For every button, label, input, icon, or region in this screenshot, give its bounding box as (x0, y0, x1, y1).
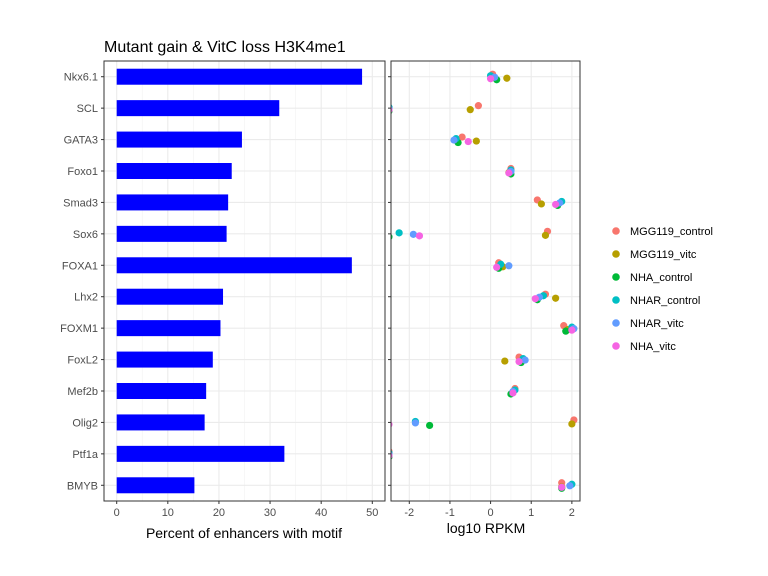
point-MGG119_control-GATA3 (458, 133, 466, 141)
legend-key-NHA_vitc (612, 342, 620, 350)
bar-y-tick-label: SCL (77, 103, 98, 115)
legend-key-MGG119_vitc (612, 250, 620, 258)
point-NHA_vitc-Nkx6.1 (486, 75, 495, 83)
point-NHAR_vitc-Olig2 (411, 419, 419, 427)
legend-key-MGG119_control (612, 227, 620, 235)
scatter-x-tick-label: 0 (488, 507, 494, 519)
bar-x-tick-label: 50 (366, 507, 378, 519)
bar-y-tick-label: FOXA1 (62, 260, 98, 272)
bar-Olig2 (116, 414, 205, 431)
bar-Mef2b (116, 383, 207, 399)
bar-y-tick-label: BMYB (67, 480, 98, 492)
bar-panel-border (103, 60, 386, 502)
point-NHA_vitc-Lhx2 (531, 295, 539, 303)
point-NHAR_vitc-Sox6 (409, 230, 417, 238)
bar-x-tick-label: 30 (264, 507, 276, 519)
legend-label: MGG119_vitc (630, 249, 697, 261)
scatter-panel: -2 -1 0 1 2 (388, 60, 581, 519)
legend-label: NHAR_vitc (630, 318, 684, 330)
chart-title: Mutant gain & VitC loss H3K4me1 (104, 39, 346, 56)
point-NHAR_vitc-FoxL2 (521, 356, 529, 364)
bar-x-tick-label: 0 (114, 507, 120, 519)
point-NHA_vitc-FOXA1 (493, 263, 501, 271)
bar-y-tick-label: Smad3 (63, 197, 98, 209)
legend-key-NHA_control (612, 273, 620, 281)
bar-x-tick-label: 10 (162, 507, 174, 519)
scatter-points (391, 70, 578, 492)
bar-FoxL2 (116, 351, 213, 368)
bar-BMYB (116, 477, 195, 494)
point-MGG119_control-SCL (474, 102, 482, 110)
legend: MGG119_control MGG119_vitc NHA_control NHAR… (612, 226, 713, 353)
scatter-panel-border (390, 60, 581, 502)
point-NHA_vitc-Foxo1 (505, 169, 513, 177)
point-NHA_vitc-FOXM1 (568, 326, 576, 334)
bar-SCL (116, 100, 280, 117)
bar-GATA3 (116, 131, 242, 148)
bar-panel: Nkx6.1 SCL GATA3 Foxo1 Smad3 Sox6 FOXA1 Lhx2 FOX… (60, 60, 386, 519)
scatter-x-tick-label: 1 (528, 507, 534, 519)
bar-Sox6 (116, 225, 227, 242)
point-NHA_control-FOXM1 (562, 327, 570, 335)
bar-x-axis-title: Percent of enhancers with motif (146, 525, 342, 541)
legend-key-NHAR_control (612, 296, 620, 304)
bar-FOXA1 (116, 257, 352, 274)
bar-y-tick-label: GATA3 (64, 135, 98, 147)
point-NHA_vitc-Mef2b (509, 389, 517, 397)
point-NHAR_vitc-GATA3 (450, 136, 458, 144)
point-NHA_vitc-BMYB (558, 483, 566, 491)
scatter-x-tick-label: 2 (569, 507, 575, 519)
point-MGG119_vitc-Smad3 (537, 200, 545, 208)
point-MGG119_vitc-FoxL2 (501, 357, 509, 365)
point-MGG119_vitc-Olig2 (568, 420, 576, 428)
legend-label: NHA_vitc (630, 341, 676, 353)
point-NHAR_vitc-FOXA1 (505, 262, 513, 270)
bar-y-tick-label: Lhx2 (74, 292, 98, 304)
bar-x-tick-label: 20 (213, 507, 225, 519)
bar-y-tick-label: Ptf1a (72, 449, 99, 461)
bar-y-tick-label: Foxo1 (67, 166, 98, 178)
legend-label: NHA_control (630, 272, 692, 284)
point-MGG119_vitc-GATA3 (472, 137, 480, 145)
point-MGG119_vitc-Lhx2 (552, 294, 560, 302)
point-NHA_vitc-GATA3 (464, 137, 472, 146)
bar-y-tick-label: Nkx6.1 (64, 72, 98, 84)
point-NHA_vitc-Sox6 (415, 232, 424, 240)
bar-y-tick-label: FoxL2 (67, 355, 98, 367)
bar-Ptf1a (116, 445, 285, 462)
bar-Lhx2 (116, 288, 224, 305)
bar-y-tick-label: FOXM1 (60, 323, 98, 335)
bar-Smad3 (116, 194, 229, 211)
bar-FOXM1 (116, 320, 221, 337)
bar-x-tick-label: 40 (315, 507, 327, 519)
scatter-x-tick-label: -2 (404, 507, 414, 519)
point-NHAR_control-Sox6 (395, 229, 403, 237)
point-NHA_vitc-FoxL2 (515, 357, 523, 366)
bar-Foxo1 (116, 163, 232, 179)
legend-label: NHAR_control (630, 295, 700, 307)
point-MGG119_vitc-Nkx6.1 (503, 74, 511, 82)
point-NHA_control-Olig2 (426, 421, 434, 430)
legend-label: MGG119_control (630, 226, 713, 238)
bar-y-tick-label: Sox6 (73, 229, 98, 241)
bar-y-tick-label: Olig2 (72, 417, 98, 429)
bar-y-tick-label: Mef2b (67, 386, 98, 398)
point-MGG119_vitc-Sox6 (541, 231, 550, 239)
scatter-x-axis-title: log10 RPKM (447, 520, 526, 536)
point-NHAR_vitc-BMYB (566, 482, 574, 490)
point-NHA_vitc-Smad3 (552, 200, 560, 209)
bar-Nkx6.1 (116, 68, 363, 85)
legend-key-NHAR_vitc (612, 319, 620, 327)
point-MGG119_vitc-SCL (466, 106, 474, 114)
scatter-x-tick-label: -1 (445, 507, 455, 519)
